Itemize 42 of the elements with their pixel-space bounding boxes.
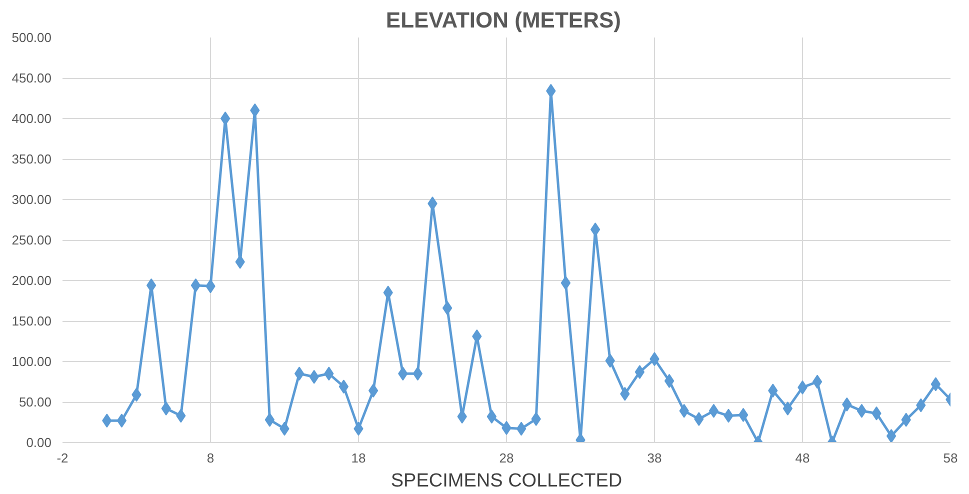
x-tick-label: 58 xyxy=(943,450,958,466)
point xyxy=(930,377,941,392)
point xyxy=(516,422,526,436)
point xyxy=(886,429,896,442)
x-tick-label: 28 xyxy=(499,450,514,466)
x-tick-label: 18 xyxy=(351,450,366,466)
y-tick-label: 200.00 xyxy=(12,273,52,288)
y-tick-label: 400.00 xyxy=(12,111,52,126)
point xyxy=(782,401,793,416)
point xyxy=(664,374,674,388)
point xyxy=(220,112,230,126)
x-tick-label: -2 xyxy=(56,450,68,466)
point xyxy=(738,408,748,422)
point xyxy=(560,276,571,290)
y-tick-label: 50.00 xyxy=(18,394,52,410)
y-tick-label: 450.00 xyxy=(12,70,52,86)
point xyxy=(368,384,378,398)
point xyxy=(634,365,645,380)
x-axis-title: SPECIMENS COLLECTED xyxy=(390,470,622,492)
point xyxy=(442,301,452,316)
y-tick-label: 300.00 xyxy=(12,192,52,207)
point xyxy=(116,414,127,428)
y-tick-label: 500.00 xyxy=(12,30,52,45)
y-tick-label: 250.00 xyxy=(12,232,52,248)
point xyxy=(590,222,600,236)
y-tick-label: 0.00 xyxy=(26,435,52,450)
point xyxy=(264,412,275,427)
y-tick-label: 100.00 xyxy=(12,354,52,369)
point xyxy=(338,380,349,394)
x-tick-label: 48 xyxy=(795,450,810,466)
x-tick-label: 38 xyxy=(647,450,662,466)
point xyxy=(190,278,201,292)
y-tick-label: 150.00 xyxy=(12,314,52,328)
point xyxy=(708,404,719,418)
point xyxy=(812,374,822,389)
point xyxy=(856,404,867,418)
point xyxy=(486,410,497,424)
point xyxy=(412,366,423,381)
y-tick-label: 350.00 xyxy=(12,152,52,166)
x-tick-label: 8 xyxy=(206,450,214,466)
chart-title: ELEVATION (METERS) xyxy=(386,8,621,32)
point xyxy=(294,366,304,381)
